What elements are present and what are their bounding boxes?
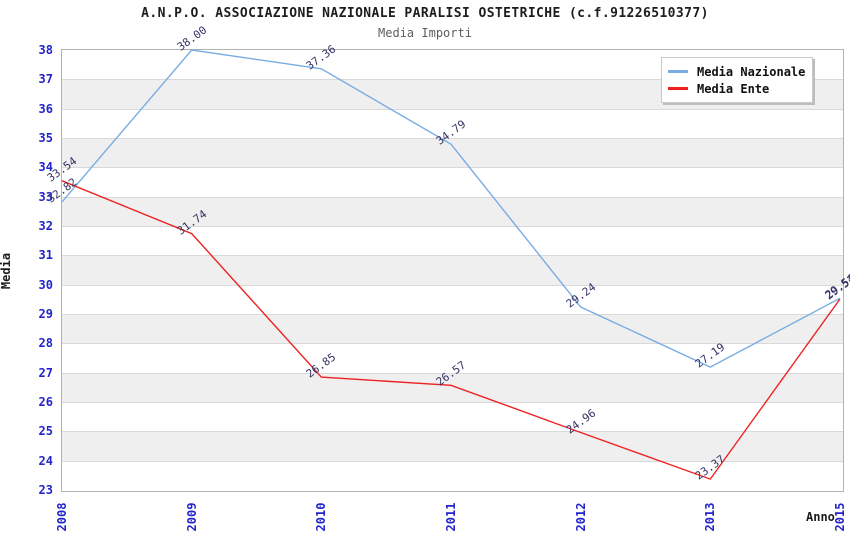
y-tick-label: 28 — [38, 336, 53, 351]
x-tick-label: 2010 — [314, 502, 329, 532]
gridline — [62, 431, 843, 433]
grid-band — [62, 167, 843, 196]
gridline — [62, 196, 843, 198]
y-tick-label: 35 — [38, 131, 53, 145]
x-tick-label: 2008 — [55, 502, 69, 532]
grid-band — [62, 431, 843, 461]
x-tick-label: 2012 — [573, 502, 588, 532]
legend-line-swatch-blue — [668, 70, 688, 73]
grid-band — [62, 196, 843, 226]
plot-area — [61, 49, 844, 492]
y-tick-label: 25 — [38, 424, 53, 439]
y-tick-label: 32 — [38, 219, 53, 233]
x-tick-label: 2009 — [184, 502, 199, 532]
grid-band — [62, 285, 843, 314]
legend-item-media-nazionale: Media Nazionale — [668, 63, 806, 80]
y-tick-label: 29 — [38, 307, 53, 321]
legend-label: Media Ente — [697, 81, 770, 96]
grid-band — [62, 314, 843, 344]
y-tick-label: 27 — [38, 365, 53, 380]
legend-box: Media Nazionale Media Ente — [661, 57, 813, 103]
grid-band — [62, 255, 843, 285]
chart-subtitle: Media Importi — [378, 26, 472, 40]
chart-title: A.N.P.O. ASSOCIAZIONE NAZIONALE PARALISI… — [141, 6, 709, 21]
y-tick-label: 31 — [38, 248, 53, 263]
gridline — [62, 255, 843, 257]
gridline — [62, 402, 843, 403]
y-axis-title: Media — [0, 252, 13, 290]
legend-label: Media Nazionale — [697, 64, 806, 79]
y-tick-label: 37 — [38, 72, 53, 87]
gridline — [62, 167, 843, 169]
legend-item-media-ente: Media Ente — [668, 80, 806, 97]
gridline — [62, 108, 843, 110]
grid-band — [62, 138, 843, 168]
x-tick-label: 2011 — [444, 502, 458, 532]
y-tick-label: 36 — [38, 101, 53, 116]
legend-line-swatch-red — [668, 87, 688, 90]
x-tick-label: 2015 — [833, 502, 847, 532]
grid-band — [62, 402, 843, 431]
gridline — [62, 343, 843, 345]
y-tick-label: 34 — [38, 160, 53, 175]
x-axis-title: Anno — [806, 510, 835, 524]
y-tick-label: 26 — [38, 395, 53, 409]
grid-band — [62, 461, 843, 490]
y-tick-label: 38 — [38, 43, 53, 57]
gridline — [62, 284, 843, 286]
y-tick-label: 24 — [38, 453, 53, 468]
gridline — [62, 314, 843, 315]
x-tick-label: 2013 — [703, 502, 718, 532]
y-tick-label: 30 — [38, 277, 53, 292]
y-tick-label: 33 — [38, 189, 53, 204]
y-tick-label: 23 — [38, 483, 53, 497]
